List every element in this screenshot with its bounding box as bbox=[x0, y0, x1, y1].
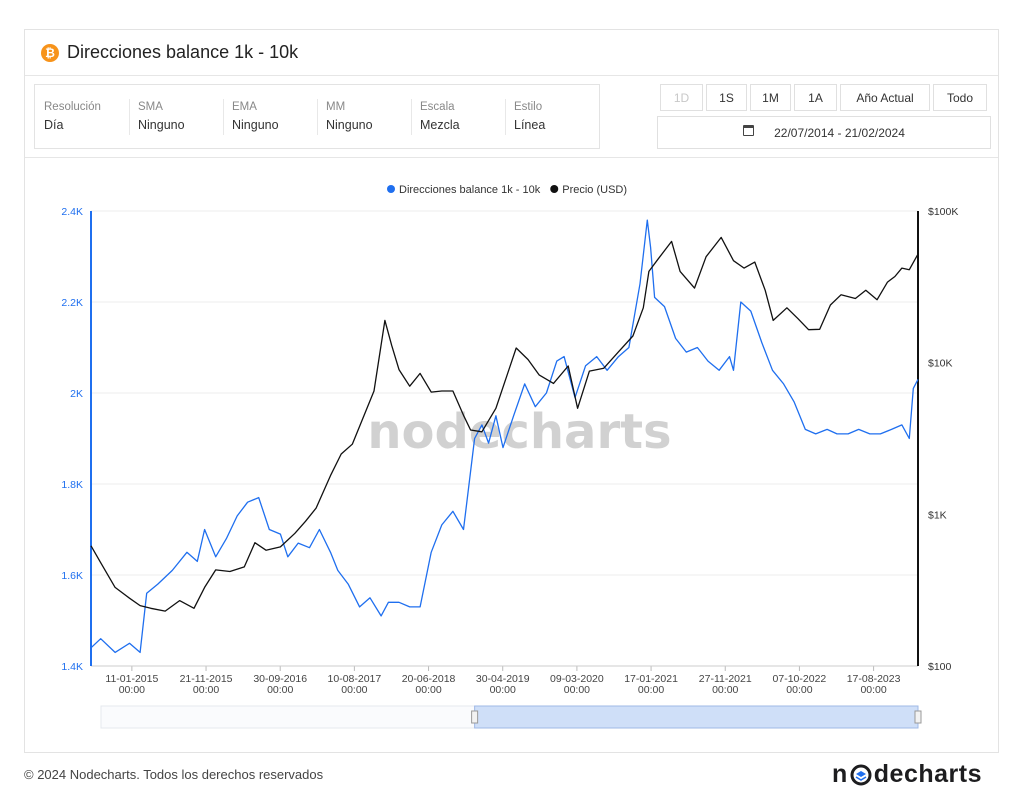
legend-label: Direcciones balance 1k - 10k bbox=[399, 184, 541, 196]
x-tick-time: 00:00 bbox=[193, 684, 219, 696]
setting-label: Resolución bbox=[44, 101, 101, 113]
x-tick-time: 00:00 bbox=[341, 684, 367, 696]
range-button-1d[interactable]: 1D bbox=[660, 84, 703, 111]
watermark: nodecharts bbox=[367, 404, 671, 460]
setting-label: Estilo bbox=[514, 101, 543, 113]
setting-value: Mezcla bbox=[420, 118, 460, 132]
x-tick-label: 20-06-2018 bbox=[402, 673, 456, 685]
bitcoin-icon: ₿ bbox=[41, 43, 59, 62]
x-tick-label: 10-08-2017 bbox=[328, 673, 382, 685]
y-right-tick-label: $10K bbox=[928, 358, 953, 370]
range-button-1s[interactable]: 1S bbox=[706, 84, 747, 111]
y-left-tick-label: 1.6K bbox=[61, 570, 83, 582]
setting-resolution[interactable]: Resolución Día bbox=[35, 85, 129, 148]
legend-marker bbox=[387, 185, 395, 193]
range-button-1m[interactable]: 1M bbox=[750, 84, 791, 111]
legend-label: Precio (USD) bbox=[562, 184, 627, 196]
setting-value: Ninguno bbox=[232, 118, 279, 132]
chart-svg[interactable]: 11-01-201500:0021-11-201500:0030-09-2016… bbox=[25, 158, 998, 753]
x-tick-label: 30-09-2016 bbox=[253, 673, 307, 685]
x-tick-label: 17-08-2023 bbox=[847, 673, 901, 685]
range-buttons: 1D 1S 1M 1A Año Actual Todo bbox=[660, 84, 987, 111]
x-tick-label: 11-01-2015 bbox=[105, 673, 158, 685]
setting-scale[interactable]: Escala Mezcla bbox=[411, 85, 505, 148]
setting-value: Ninguno bbox=[326, 118, 373, 132]
x-tick-time: 00:00 bbox=[415, 684, 441, 696]
x-tick-label: 17-01-2021 bbox=[624, 673, 678, 685]
x-tick-label: 07-10-2022 bbox=[773, 673, 827, 685]
date-range-value: 22/07/2014 - 21/02/2024 bbox=[774, 125, 905, 140]
y-left-tick-label: 1.4K bbox=[61, 661, 83, 673]
logo-text-right: decharts bbox=[873, 760, 982, 788]
x-tick-label: 21-11-2015 bbox=[180, 673, 233, 685]
series-line-addresses bbox=[90, 219, 919, 654]
setting-label: MM bbox=[326, 101, 346, 113]
x-tick-label: 30-04-2019 bbox=[476, 673, 530, 685]
chart-card: ₿ Direcciones balance 1k - 10k Resolució… bbox=[24, 29, 999, 753]
navigator-handle-left bbox=[471, 710, 479, 724]
navigator-window bbox=[474, 705, 919, 729]
y-left-tick-label: 2.4K bbox=[61, 206, 83, 218]
footer-logo: n decharts bbox=[832, 760, 982, 789]
y-right-tick-label: $100K bbox=[928, 206, 958, 218]
x-tick-time: 00:00 bbox=[712, 684, 738, 696]
y-right-tick-label: $100 bbox=[928, 661, 952, 673]
x-tick-time: 00:00 bbox=[119, 684, 145, 696]
calendar-icon bbox=[743, 125, 755, 136]
setting-label: EMA bbox=[232, 101, 257, 113]
setting-sma[interactable]: SMA Ninguno bbox=[129, 85, 223, 148]
setting-mm[interactable]: MM Ninguno bbox=[317, 85, 411, 148]
x-tick-time: 00:00 bbox=[564, 684, 590, 696]
x-tick-time: 00:00 bbox=[860, 684, 886, 696]
x-tick-time: 00:00 bbox=[267, 684, 293, 696]
card-header: ₿ Direcciones balance 1k - 10k bbox=[25, 30, 998, 76]
setting-label: SMA bbox=[138, 101, 163, 113]
range-button-all[interactable]: Todo bbox=[933, 84, 987, 111]
x-tick-time: 00:00 bbox=[786, 684, 812, 696]
series-line-price bbox=[90, 236, 919, 612]
range-button-current-year[interactable]: Año Actual bbox=[840, 84, 930, 111]
nodecharts-logo-icon bbox=[850, 764, 872, 785]
chart-settings: Resolución Día SMA Ninguno EMA Ninguno M… bbox=[34, 84, 600, 149]
footer-copyright: © 2024 Nodecharts. Todos los derechos re… bbox=[24, 767, 324, 782]
chart-area: 11-01-2015 00:00 21-11-2015 00:00 30-09-2016… bbox=[25, 157, 998, 752]
y-left-tick-label: 2K bbox=[70, 388, 83, 400]
x-tick-label: 09-03-2020 bbox=[550, 673, 604, 685]
y-left-tick-label: 1.8K bbox=[61, 479, 83, 491]
setting-value: Ninguno bbox=[138, 118, 185, 132]
date-range-picker[interactable]: 22/07/2014 - 21/02/2024 bbox=[657, 116, 991, 149]
setting-value: Línea bbox=[514, 118, 546, 132]
setting-style[interactable]: Estilo Línea bbox=[505, 85, 599, 148]
setting-ema[interactable]: EMA Ninguno bbox=[223, 85, 317, 148]
setting-value: Día bbox=[44, 118, 64, 132]
range-button-1a[interactable]: 1A bbox=[794, 84, 837, 111]
y-right-tick-label: $1K bbox=[928, 509, 947, 521]
legend-marker bbox=[550, 185, 559, 193]
navigator-handle-right bbox=[914, 710, 922, 724]
card-title: Direcciones balance 1k - 10k bbox=[67, 42, 299, 62]
x-tick-time: 00:00 bbox=[638, 684, 664, 696]
setting-label: Escala bbox=[420, 101, 455, 113]
logo-text-left: n bbox=[832, 760, 848, 788]
x-tick-time: 00:00 bbox=[490, 684, 516, 696]
y-left-tick-label: 2.2K bbox=[61, 297, 83, 309]
x-tick-label: 27-11-2021 bbox=[699, 673, 752, 685]
